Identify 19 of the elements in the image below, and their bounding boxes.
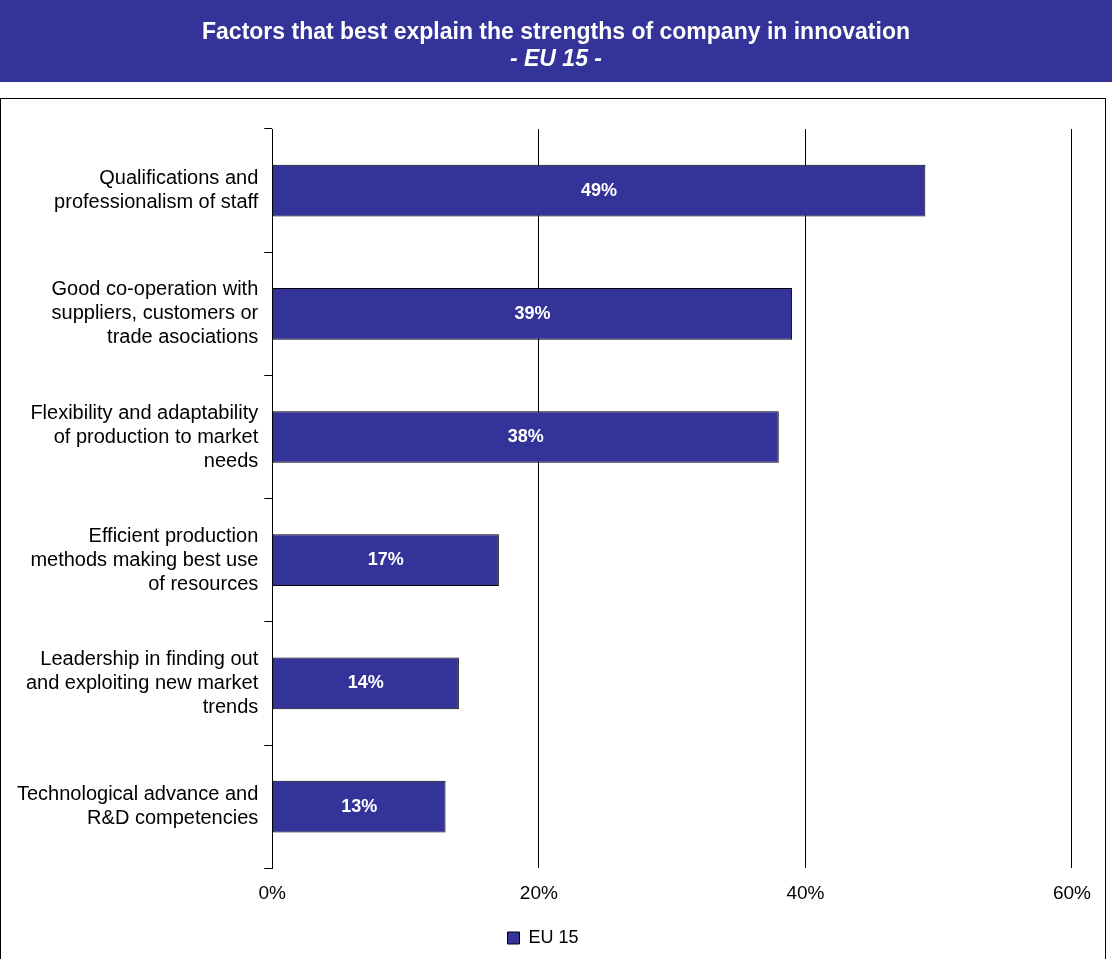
- data-label: 17%: [367, 549, 404, 570]
- data-label: 49%: [581, 179, 618, 200]
- y-tick-label: Technological advance and R&D competencies: [16, 782, 259, 829]
- y-tick-label: Good co-operation with suppliers, customers or trade asociations: [51, 277, 259, 348]
- x-tick-label: 0%: [258, 881, 287, 903]
- chart-subtitle: - EU 15 -: [509, 45, 603, 72]
- chart-title: Factors that best explain the strengths of company in innovation: [201, 18, 911, 45]
- data-label: 14%: [347, 672, 384, 693]
- data-label: 39%: [514, 302, 551, 323]
- y-tick-label: Leadership in finding out and exploiting new market trends: [25, 646, 259, 717]
- y-tick-label: Qualifications and professionalism of staff: [54, 166, 259, 213]
- y-tick-label: Flexibility and adaptability of production to market needs: [30, 400, 259, 471]
- legend-label: EU 15: [528, 926, 579, 947]
- x-tick-label: 60%: [1052, 881, 1092, 903]
- data-label: 38%: [507, 425, 544, 446]
- data-label: 13%: [341, 795, 378, 816]
- x-tick-label: 20%: [519, 881, 558, 903]
- x-tick-label: 40%: [786, 881, 825, 903]
- y-tick-label: Efficient production methods making best use of resources: [30, 523, 259, 594]
